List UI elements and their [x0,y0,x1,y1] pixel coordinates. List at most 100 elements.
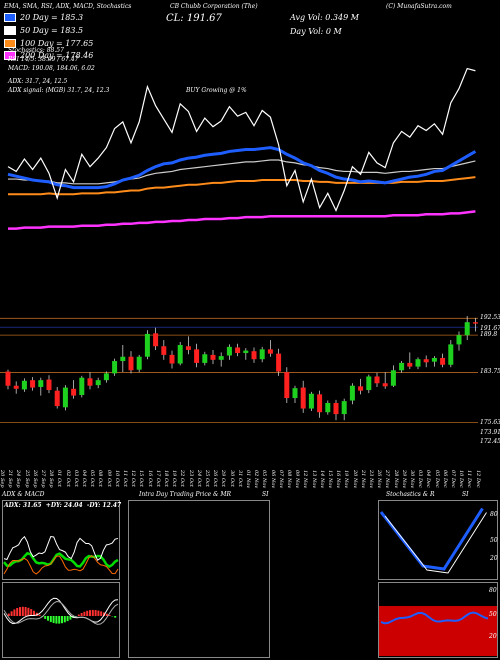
legend-swatch [4,51,16,60]
candle-up [218,356,224,360]
candle-up [38,380,44,387]
stochastics-stat: Stochastics: 88.57 [8,47,64,54]
stochastics-chart: 80 50 20 [379,507,498,574]
date-label: 28 Sep [48,470,55,488]
stochastic-d-line [384,512,487,574]
date-label: 08 Oct [97,470,104,487]
day-volume-label: Day Vol: 0 M [290,27,342,36]
candle-down [87,378,93,386]
candle-down [161,346,167,355]
date-label: 14 Nov [318,470,325,489]
date-label: 27 Nov [384,470,391,489]
date-label: 04 Dec [425,470,432,488]
price-chart [0,67,478,423]
candle-up [456,335,462,345]
candle-up [349,385,355,401]
candle-down [169,354,175,364]
stochastic-tick: 50 [490,537,498,544]
date-label: 04 Oct [81,470,87,487]
macd-stat: MACD: 190.08, 184.06, 6.02 [8,65,95,72]
avg-volume-label: Avg Vol: 0.349 M [290,13,359,22]
intraday-panel [128,500,270,658]
candle-down [317,394,323,413]
candle-down [235,347,241,354]
price-label: 172.45 [480,438,500,446]
date-label: 10 Oct [113,470,120,487]
rsi-tick: 80 [489,587,497,594]
rsi-tick: 20 [488,633,497,640]
candle-up [308,393,314,409]
date-label: 02 Nov [253,470,260,489]
date-label: 11 Dec [466,470,473,488]
legend-label: 50 Day = 183.5 [20,26,84,35]
date-label: 26 Sep [31,470,38,488]
macd-histogram-bar [105,613,108,616]
date-label: 13 Nov [310,470,317,489]
ema-100-line [8,176,476,196]
candle-up [95,380,101,386]
minus-di-line [3,555,119,575]
rsi-chart: 80 50 20 [379,587,497,656]
date-label: 31 Oct [236,470,243,487]
candle-up [325,402,331,413]
candle-down [472,322,478,324]
macd-histogram-bar [19,607,21,616]
date-label: 10 Dec [458,470,465,488]
macd-histogram-bar [33,610,35,616]
rsi-line [380,611,489,625]
intraday-si-label: SI [262,491,269,498]
date-label: 23 Oct [187,470,194,487]
date-label: 05 Nov [261,470,268,489]
price-label: 175.63 [480,418,500,426]
legend-label: 200 Day = 178.46 [20,51,94,60]
date-label: 24 Sep [15,470,22,488]
candle-down [407,362,413,367]
date-label: 18 Oct [163,470,169,487]
date-label: 16 Nov [335,470,342,489]
macd-histogram-bar [7,613,10,616]
date-label: 23 Nov [368,470,374,489]
macd-histogram-bar [10,611,13,616]
plus-di-line [3,535,119,561]
close-price-line [7,67,476,212]
candle-up [62,387,68,408]
macd-histogram-bar [61,616,63,624]
date-label: 05 Dec [433,470,440,488]
candle-up [103,373,109,381]
date-label: 08 Nov [286,470,292,489]
candle-up [21,380,27,390]
ema-200-line [8,210,476,230]
macd-histogram-bar [21,606,24,616]
plus-di-value: +DY: 24.04 [45,502,83,509]
header-symbol: CB Chubb Corporation (The) [170,3,258,10]
stochastic-k-line [379,507,484,571]
macd-histogram-bar [91,609,94,616]
price-label: 192.53 [480,314,500,322]
date-label: 24 Oct [195,470,202,487]
date-label: 30 Oct [228,470,235,487]
rsi-stat: RSI 14/5: 38.69 / 67.47 [8,56,79,63]
date-label: 29 Nov [400,470,407,489]
candle-down [185,346,191,350]
date-label: 15 Oct [138,470,145,487]
candle-down [5,371,11,386]
macd-histogram-bar [49,616,52,623]
candle-up [120,356,126,362]
candle-up [259,349,265,360]
candle-down [46,379,52,391]
macd-histogram-bar [30,609,33,616]
candle-down [333,402,339,415]
header-footer-note: (C) MunafaSutra.com [386,3,452,10]
date-label: 25 Sep [23,470,30,488]
minus-di-value: -DY: 12.47 [86,502,122,509]
date-label: 20 Sep [0,470,5,488]
rsi-tick: 50 [489,611,497,618]
macd-histogram-bar [27,607,30,616]
candle-up [144,333,150,357]
date-label: 30 Nov [409,470,415,489]
date-label: 12 Oct [130,470,137,487]
macd-signal-line [3,601,119,625]
price-label: 183.75 [480,368,500,376]
candle-up [448,344,454,365]
candle-down [210,354,216,360]
